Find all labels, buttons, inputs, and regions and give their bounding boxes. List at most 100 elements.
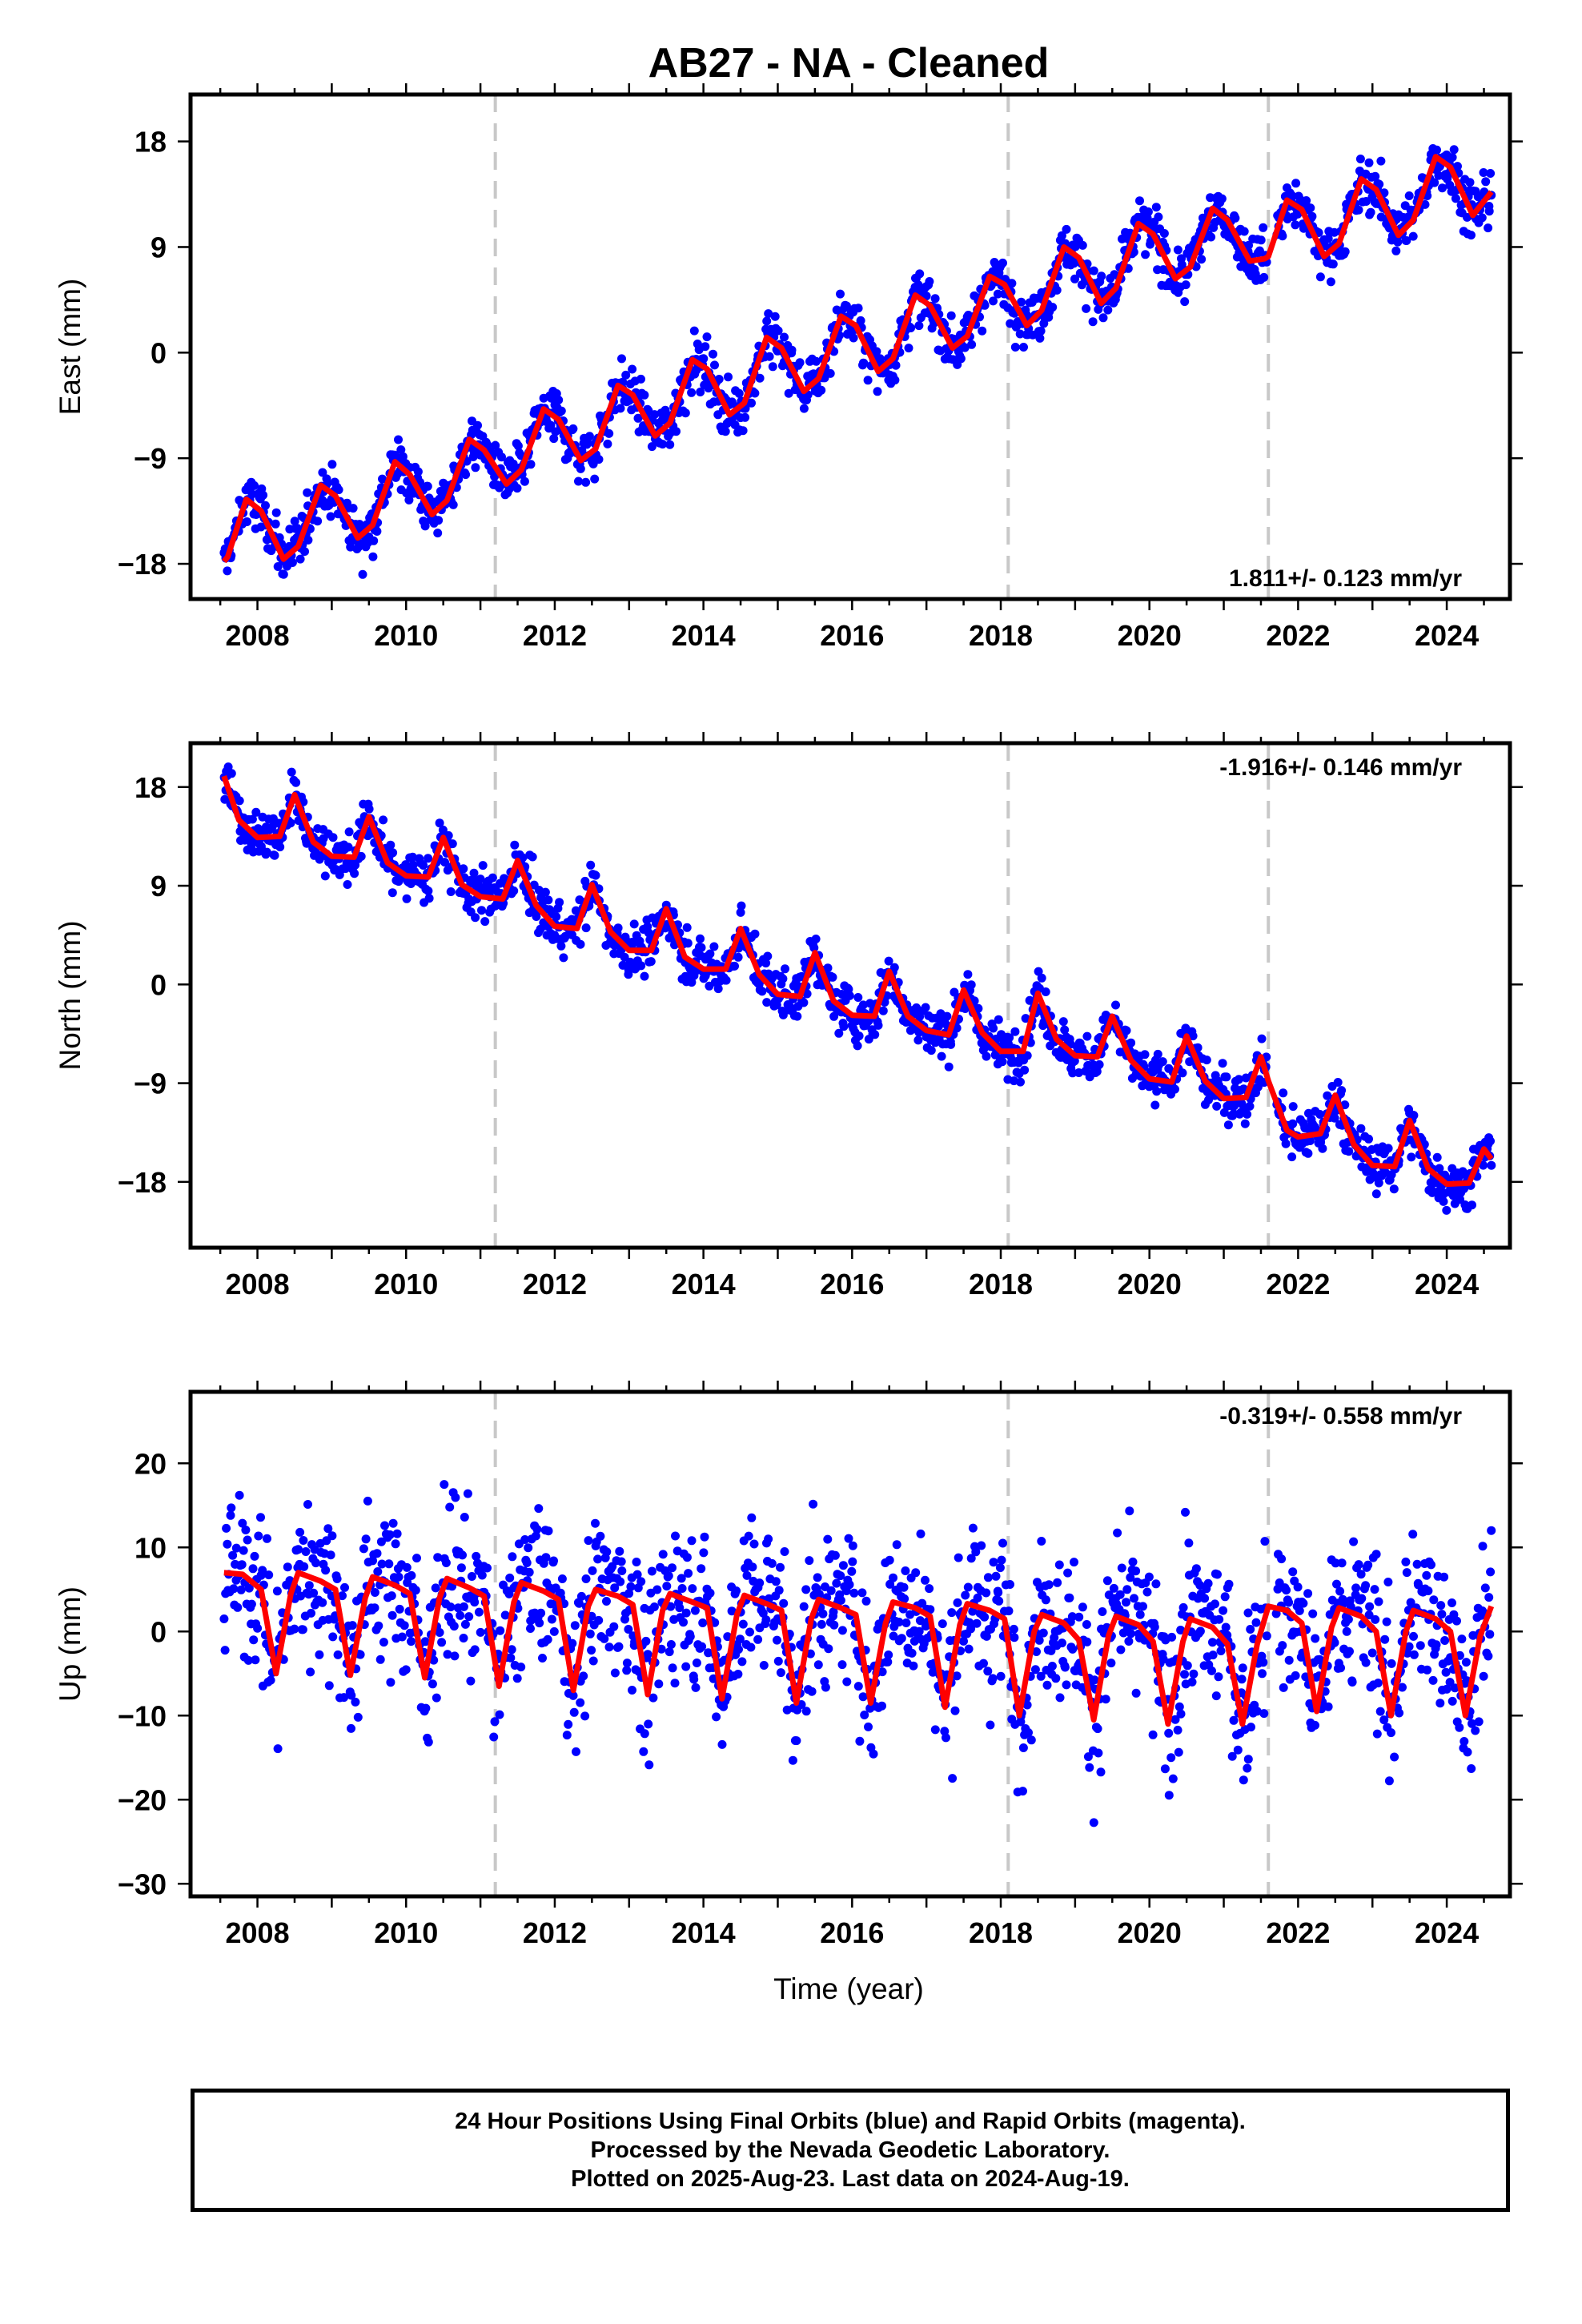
data-point [419,861,428,870]
north-plot-frame [188,741,1512,1250]
data-point [1082,1637,1092,1647]
data-point [892,1540,901,1550]
east-axis-ticks: 2008 2010 2012 2014 2016 2018 2020 2022 20241890… [118,83,1523,652]
data-point [581,1574,591,1583]
data-point [1484,1593,1494,1602]
data-point [717,1739,727,1749]
data-point [1102,1576,1112,1586]
data-point [1288,1567,1298,1577]
data-point [1447,1598,1456,1607]
data-point [546,420,556,430]
x-tick-label: 2012 [523,1268,587,1301]
y-tick-label: −10 [118,1699,167,1732]
east-y-axis-label: East (mm) [54,279,86,416]
data-point [424,1737,433,1747]
data-point [1278,1641,1287,1651]
data-point [853,993,863,1002]
data-point [776,1668,785,1678]
data-point [474,1607,484,1617]
data-point [324,1681,334,1691]
data-point [1299,1598,1308,1608]
data-point [749,1539,759,1549]
data-point [463,1489,472,1498]
data-point [636,961,646,971]
data-point [904,344,913,353]
data-point [1128,1557,1138,1566]
data-point [891,360,901,370]
data-point [526,460,536,469]
data-point [1219,1108,1229,1117]
data-point [613,923,623,933]
data-point [654,1679,664,1689]
data-point [697,1642,707,1651]
east-plot-frame [188,92,1512,601]
data-point [1207,1666,1216,1675]
data-point [690,1606,700,1615]
data-point [1435,1164,1444,1173]
data-point [379,1638,388,1647]
data-point [897,1634,906,1643]
data-point [809,943,819,952]
data-point [593,1554,603,1564]
data-point [1436,1601,1446,1610]
data-point [469,868,479,878]
data-point [581,923,591,933]
data-point [512,484,522,493]
data-point [1093,1724,1102,1734]
data-point [946,1039,956,1049]
y-tick-label: −30 [118,1868,167,1900]
data-point [793,1011,802,1021]
data-point [470,1598,480,1607]
data-point [568,424,578,433]
data-point [1461,1658,1471,1667]
data-point [1143,207,1153,216]
data-point [538,1654,547,1663]
data-point [761,959,771,968]
data-point [334,485,343,495]
data-point [497,452,506,462]
data-point [721,975,731,985]
data-point [1428,1675,1438,1685]
data-point [1260,1537,1270,1546]
data-point [359,1544,368,1554]
data-point [1239,1775,1248,1785]
data-point [901,1566,910,1575]
footer-line: Processed by the Nevada Geodetic Laborat… [590,2137,1110,2163]
data-point [1354,1560,1363,1570]
data-point [1018,1787,1027,1796]
data-point [247,489,257,499]
data-point [1243,1755,1253,1764]
data-point [1216,1647,1226,1655]
footer-line: 24 Hour Positions Using Final Orbits (bl… [455,2109,1246,2134]
data-point [576,464,585,473]
data-point [1372,1729,1382,1739]
data-point [467,1572,476,1581]
north-data-points [219,762,1496,1215]
data-point [681,1662,691,1671]
data-point [1026,1735,1036,1745]
data-point [837,1626,847,1635]
data-point [328,1632,338,1642]
data-point [1223,1120,1233,1130]
data-point [863,376,873,385]
data-point [554,396,564,404]
data-point [1204,1096,1213,1104]
data-point [1486,1136,1495,1146]
data-point [1150,1100,1160,1110]
data-point [821,1683,830,1692]
data-point [681,1608,691,1618]
data-point [998,258,1007,267]
data-point [1288,1102,1298,1112]
data-point [616,404,625,413]
data-point [614,1642,624,1651]
data-point [750,929,760,939]
data-point [369,536,379,545]
data-point [617,354,626,364]
data-point [1116,1645,1126,1655]
data-point [470,1645,480,1655]
data-point [629,919,639,929]
data-point [696,934,705,943]
data-point [1200,1594,1210,1603]
data-point [1239,227,1249,236]
data-point [1318,1144,1327,1153]
